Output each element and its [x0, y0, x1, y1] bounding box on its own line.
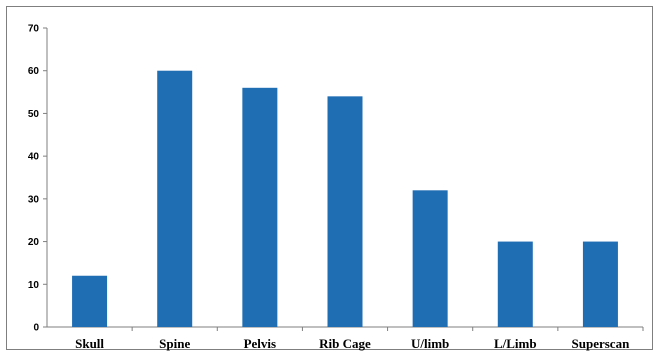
y-tick-label: 0: [33, 323, 39, 334]
x-category-label: Skull: [75, 336, 104, 351]
y-tick-label: 10: [28, 280, 40, 291]
x-category-label: Spine: [159, 336, 190, 351]
bar-u-limb: [412, 190, 448, 327]
bar-spine: [157, 70, 193, 327]
x-category-label: Superscan: [572, 336, 631, 351]
x-category-label: Pelvis: [244, 336, 277, 351]
y-tick-label: 40: [28, 152, 40, 163]
bar-superscan: [582, 241, 618, 327]
bar-pelvis: [242, 87, 278, 327]
x-category-label: L/Limb: [494, 336, 537, 351]
bar-skull: [72, 275, 108, 327]
bar-l-limb: [497, 241, 533, 327]
y-tick-label: 20: [28, 237, 40, 248]
bar-rib-cage: [327, 96, 363, 327]
x-category-label: Rib Cage: [319, 336, 371, 351]
y-tick-label: 50: [28, 109, 40, 120]
x-category-label: U/limb: [411, 336, 449, 351]
y-tick-label: 60: [28, 66, 40, 77]
y-tick-label: 70: [28, 24, 40, 35]
y-tick-label: 30: [28, 194, 40, 205]
